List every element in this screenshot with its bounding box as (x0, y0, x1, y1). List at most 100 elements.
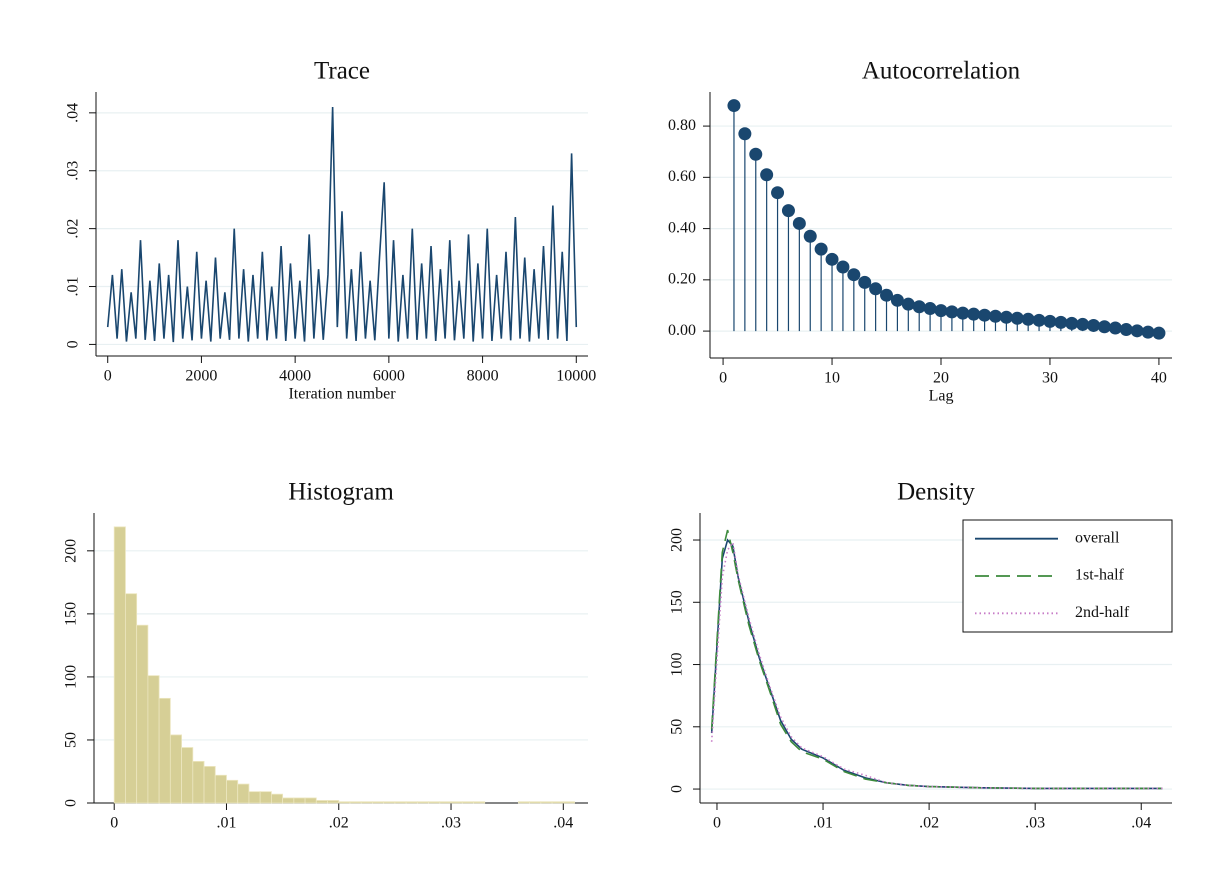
histogram-bar (214, 774, 227, 804)
stem-marker (1043, 314, 1057, 328)
x-tick-label: 20 (933, 370, 949, 387)
stem-marker (771, 186, 785, 200)
stem-marker (1065, 316, 1079, 330)
histogram-bar (181, 747, 194, 804)
stem-marker (869, 282, 883, 296)
x-tick-label: .04 (553, 815, 573, 832)
x-tick-label: 30 (1042, 370, 1058, 387)
histogram-bar (551, 801, 564, 804)
histogram-bar (169, 734, 182, 804)
stem-marker (1130, 324, 1144, 338)
histogram-bar (270, 793, 284, 804)
histogram-bar (259, 791, 272, 804)
histogram-bar (248, 791, 261, 804)
y-tick-label: 0.00 (668, 322, 696, 339)
chart-title: Trace (314, 58, 370, 85)
histogram-bar (237, 783, 250, 804)
stem-marker (847, 268, 861, 282)
y-tick-label: 50 (63, 732, 80, 748)
stem-marker (749, 147, 763, 161)
stem-marker (956, 306, 970, 320)
y-tick-label: 100 (63, 665, 80, 689)
stem-marker (1152, 326, 1166, 340)
histogram-bar (338, 801, 351, 804)
x-tick-label: 10 (824, 370, 840, 387)
stem-marker (890, 293, 904, 307)
histogram-bar (473, 801, 486, 804)
histogram-bar (439, 801, 452, 804)
x-tick-label: .04 (1131, 815, 1151, 832)
histogram-bar (349, 801, 362, 804)
stem-marker (1032, 313, 1046, 327)
stem-marker (1097, 320, 1111, 334)
y-tick-label: 0 (65, 340, 82, 348)
stem-marker (988, 309, 1002, 323)
stem-marker (1108, 321, 1122, 335)
stem-marker (901, 297, 915, 311)
histogram-bar (517, 801, 531, 804)
histogram-bar (394, 801, 407, 804)
trace-line (106, 107, 578, 343)
stem-marker (803, 229, 817, 243)
x-tick-label: 0 (713, 815, 721, 832)
histogram-bar (562, 801, 575, 804)
y-tick-label: 0 (63, 799, 80, 807)
x-tick-label: 10000 (556, 368, 596, 385)
histogram-bar (450, 801, 463, 804)
x-tick-label: 8000 (467, 368, 499, 385)
histogram-bar (372, 801, 385, 804)
y-tick-label: 0.80 (668, 117, 696, 134)
x-tick-label: 0 (719, 370, 727, 387)
x-tick-label: .01 (813, 815, 833, 832)
x-tick-label: 4000 (279, 368, 311, 385)
stem-marker (738, 127, 752, 141)
y-tick-label: 0.40 (668, 219, 696, 236)
x-tick-label: 6000 (373, 368, 405, 385)
histogram-bar (192, 760, 205, 804)
histogram-bar (136, 624, 149, 804)
histogram-bar (405, 801, 418, 804)
stem-marker (1010, 311, 1024, 325)
stem-marker (836, 260, 850, 274)
histogram-bar (529, 801, 542, 804)
stem-marker (858, 275, 872, 289)
histogram-bar (304, 797, 317, 804)
y-tick-label: 150 (63, 602, 80, 626)
legend-label: overall (1075, 529, 1120, 546)
legend-box (962, 519, 1173, 633)
x-tick-label: 2000 (185, 368, 217, 385)
stem-marker (760, 168, 774, 182)
stem-marker (1021, 312, 1035, 326)
histogram-bar (360, 801, 373, 804)
histogram-bar (226, 779, 239, 804)
density-line (710, 529, 1163, 790)
y-tick-label: 0 (669, 785, 686, 793)
histogram-bar (293, 797, 306, 804)
histogram-bar (428, 801, 441, 804)
stem-marker (1087, 318, 1101, 332)
stem-marker (945, 305, 959, 319)
y-tick-label: .03 (65, 161, 82, 181)
y-tick-label: 0.60 (668, 168, 696, 185)
stem-marker (1054, 315, 1068, 329)
stem-marker (934, 304, 948, 318)
y-tick-label: 200 (63, 539, 80, 563)
y-tick-label: 200 (669, 528, 686, 552)
histogram-bar (147, 675, 160, 804)
stem-marker (880, 288, 894, 302)
chart-title: Density (897, 479, 975, 506)
histogram-bar (282, 797, 295, 804)
histogram-bar (203, 766, 216, 804)
stem-marker (825, 252, 839, 266)
x-tick-label: .03 (1025, 815, 1045, 832)
histogram-bar (327, 800, 340, 804)
stem-marker (923, 302, 937, 316)
histogram-bar (113, 526, 126, 804)
histogram-bar (158, 697, 171, 804)
density-line (710, 540, 1163, 790)
y-tick-label: .04 (65, 103, 82, 123)
x-tick-label: 0 (110, 815, 118, 832)
y-tick-label: .01 (65, 277, 82, 297)
